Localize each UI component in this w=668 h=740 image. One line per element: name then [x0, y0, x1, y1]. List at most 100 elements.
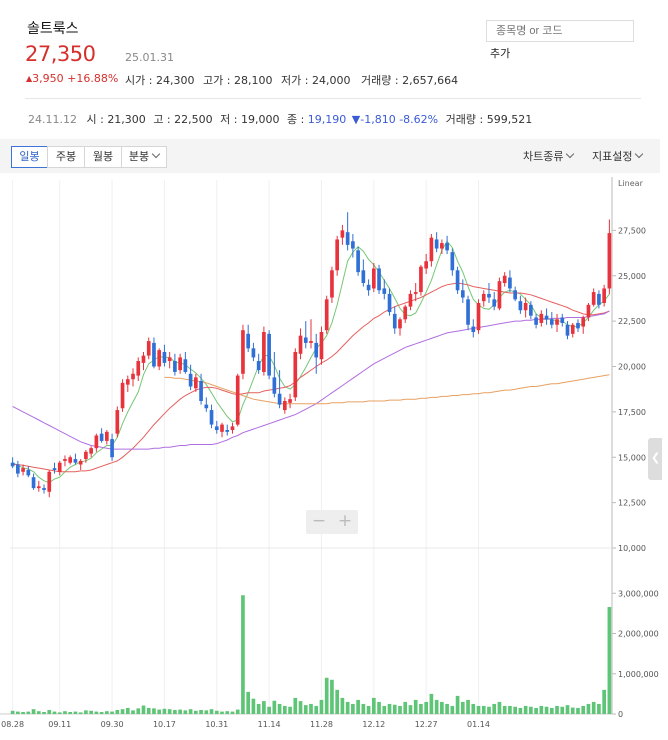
candle — [141, 355, 146, 363]
volume-bar — [429, 693, 434, 714]
candle — [455, 270, 460, 291]
chevron-left-icon: ❮ — [651, 451, 661, 464]
candle — [502, 275, 507, 284]
volume-bar — [581, 705, 586, 714]
candle — [183, 359, 188, 372]
volume-bar — [272, 700, 277, 714]
volume-bar — [565, 705, 570, 714]
candle — [419, 266, 423, 293]
x-tick-label: 11.28 — [310, 720, 333, 729]
volume-bar — [251, 698, 256, 714]
low-value: 24,000 — [311, 74, 351, 87]
candle — [26, 469, 31, 476]
zoom-in-button[interactable]: + — [337, 511, 353, 531]
volume-bar — [497, 701, 502, 714]
zoom-out-button[interactable]: − — [311, 511, 327, 531]
candle — [361, 270, 366, 284]
candle — [94, 435, 99, 449]
candle — [382, 288, 387, 294]
candle — [591, 292, 596, 305]
high-stat: 고가 : 28,100 — [203, 74, 273, 87]
volume-bar — [445, 703, 449, 714]
y-tick-label: 27,500 — [618, 226, 646, 235]
candle — [204, 404, 209, 409]
candle — [78, 460, 83, 465]
volume-bar — [241, 595, 245, 714]
volume-bar — [570, 707, 575, 714]
volume-bar — [513, 706, 517, 714]
search-input[interactable] — [486, 20, 634, 42]
volume-bar — [366, 705, 371, 714]
candle — [293, 351, 298, 398]
candle — [298, 335, 303, 354]
volume-bar — [549, 707, 554, 714]
volume-bar — [392, 704, 397, 714]
y-tick-label: 25,000 — [618, 272, 646, 281]
candle — [523, 302, 528, 311]
candle — [581, 317, 586, 327]
add-button[interactable]: 추가 — [490, 47, 511, 60]
candle — [21, 468, 25, 472]
candle — [403, 306, 408, 320]
volume-bar — [99, 711, 104, 714]
volume-bar — [209, 709, 214, 714]
candle — [555, 319, 559, 325]
zoom-control: − + — [306, 510, 358, 534]
volume-bar — [199, 709, 203, 714]
volume-bar — [162, 708, 167, 714]
volume-bar — [10, 710, 15, 714]
tab-weekly[interactable]: 주봉 — [47, 146, 85, 168]
candle — [586, 304, 591, 318]
price-change: ▲3,950 +16.88% — [26, 72, 118, 85]
volume-bar — [319, 699, 324, 714]
candle — [288, 399, 292, 403]
candle — [110, 439, 114, 458]
side-panel-handle[interactable]: ❮ — [648, 438, 662, 480]
volume-y-tick-label: 1,000,000 — [618, 670, 659, 679]
volume-bar — [314, 705, 319, 714]
chart-type-dropdown[interactable]: 차트종류 — [523, 148, 575, 164]
candle — [162, 351, 167, 363]
candle — [105, 431, 109, 441]
volume-bar — [152, 708, 156, 714]
volume-bar — [220, 711, 224, 714]
prev-low-label: 저 — [220, 113, 231, 126]
volume-bar — [167, 709, 172, 714]
volume-bar — [21, 711, 25, 714]
y-tick-label: 20,000 — [618, 363, 646, 372]
volume-bar — [115, 709, 120, 714]
candle — [340, 230, 345, 238]
tab-minute[interactable]: 분봉 — [121, 146, 167, 168]
candle — [99, 433, 104, 441]
candle — [262, 332, 266, 372]
volume-bar — [125, 707, 130, 714]
candle — [225, 430, 230, 432]
volume-bar — [450, 705, 455, 714]
candle — [377, 268, 381, 291]
prev-volume: 599,521 — [486, 113, 533, 126]
volume-bar — [105, 711, 109, 714]
volume-bar — [157, 709, 162, 714]
tab-daily[interactable]: 일봉 — [11, 146, 48, 168]
volume-bar — [560, 706, 565, 714]
candle — [256, 361, 261, 371]
candle — [445, 243, 449, 251]
candle — [471, 326, 476, 333]
indicator-settings-dropdown[interactable]: 지표설정 — [592, 148, 644, 164]
x-tick-label: 09.11 — [48, 720, 71, 729]
candle — [31, 477, 36, 489]
stock-name: 솔트룩스 — [27, 21, 79, 37]
volume-bar — [57, 712, 62, 714]
volume-bar — [309, 703, 313, 714]
candle — [209, 410, 214, 425]
scale-label: Linear — [618, 179, 644, 188]
volume-bar — [440, 701, 444, 714]
volume-bar — [42, 711, 46, 714]
volume-bar — [591, 701, 596, 714]
candle — [413, 292, 418, 294]
x-tick-label: 11.14 — [258, 720, 281, 729]
candle — [309, 341, 313, 343]
candle — [282, 400, 287, 411]
candle — [63, 459, 67, 461]
